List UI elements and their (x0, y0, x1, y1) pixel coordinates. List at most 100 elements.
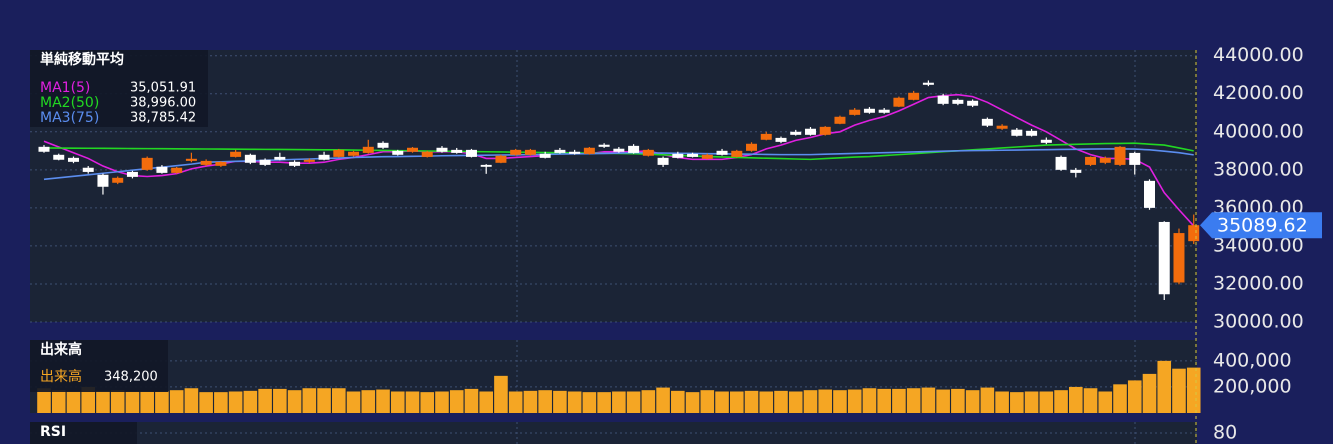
candle-body (259, 159, 271, 165)
candle-body (1158, 221, 1170, 295)
y-tick-label: 40000.00 (1213, 120, 1304, 142)
candle-body (760, 133, 772, 140)
y-tick-label: 80 (1213, 422, 1237, 444)
volume-bar (1083, 388, 1098, 413)
volume-bar (597, 392, 611, 413)
candle-body (82, 167, 94, 172)
volume-bar (125, 391, 140, 413)
legend-value: 348,200 (104, 370, 158, 385)
candle-body (465, 149, 477, 157)
candle-body (746, 143, 758, 151)
candle-body (392, 150, 404, 155)
volume-bar (1186, 367, 1201, 413)
candle-body (1099, 157, 1111, 163)
volume-bar (538, 390, 552, 413)
candle-body (908, 92, 920, 100)
last-price-label: 35089.62 (1217, 215, 1308, 237)
volume-bar (317, 388, 331, 413)
volume-bar (744, 390, 759, 413)
volume-bar (862, 388, 877, 413)
candle-body (804, 128, 816, 135)
candle-body (613, 148, 625, 152)
volume-bar (1172, 368, 1186, 413)
volume-bar (464, 388, 479, 413)
legend-name: MA1(5) (40, 80, 90, 96)
volume-bar (420, 392, 435, 413)
legend-box (30, 340, 168, 392)
legend-box (30, 422, 137, 444)
candle-body (731, 150, 743, 157)
last-price-tag (1200, 212, 1322, 239)
legend-name: 出来高 (40, 368, 82, 385)
volume-bar (140, 391, 154, 413)
legend-name: MA2(50) (40, 95, 99, 111)
candle-body (97, 174, 109, 187)
candle-body (996, 125, 1008, 129)
volume-bar (892, 388, 906, 413)
candle-body (215, 161, 227, 166)
y-tick-label: 32000.00 (1213, 272, 1304, 294)
volume-bar (110, 390, 125, 413)
candle-body (480, 164, 492, 167)
panel (30, 50, 1197, 322)
candle-body (274, 156, 286, 160)
volume-bar (553, 390, 567, 413)
volume-bar (1157, 360, 1172, 413)
volume-bar (155, 391, 169, 413)
candle-body (863, 108, 875, 113)
legend-name: MA3(75) (40, 110, 99, 126)
legend-box (30, 50, 208, 127)
volume-bar (671, 390, 685, 413)
candle-body (333, 149, 345, 157)
volume-bar (494, 375, 508, 413)
candle-body (554, 149, 566, 153)
volume-bar (243, 390, 258, 413)
candle-body (289, 161, 301, 166)
panel-title: RSI (40, 424, 66, 440)
volume-bar (567, 391, 582, 413)
volume-bar (759, 391, 774, 413)
candle-body (775, 137, 787, 142)
legend-value: 35,051.91 (130, 81, 196, 96)
volume-bar (199, 392, 213, 413)
volume-bar (1054, 390, 1068, 413)
panels: 30000.0032000.0034000.0036000.0038000.00… (30, 44, 1322, 444)
volume-bar (1024, 391, 1039, 413)
candle-body (1188, 225, 1200, 242)
volume-bar (1142, 373, 1157, 413)
candle-body (1055, 156, 1067, 170)
volume-bar (376, 389, 390, 413)
candle-body (303, 159, 315, 162)
volume-bar (685, 392, 700, 413)
volume-bar (81, 386, 96, 413)
y-tick-label: 44000.00 (1213, 44, 1304, 66)
volume-bar (1069, 386, 1083, 413)
volume-bar (346, 391, 361, 413)
volume-bar (774, 390, 788, 413)
volume-bar (729, 391, 744, 413)
volume-bar (641, 390, 656, 413)
y-tick-label: 42000.00 (1213, 82, 1304, 104)
volume-bar (818, 389, 833, 413)
candle-body (1114, 146, 1126, 165)
candle-body (171, 167, 183, 173)
candle-body (967, 100, 979, 106)
volume-bar (523, 390, 538, 413)
volume-bar (1127, 380, 1142, 413)
candle-body (38, 146, 50, 152)
candle-body (672, 153, 684, 158)
volume-bar (847, 389, 862, 413)
panel (30, 422, 1197, 444)
volume-bar (833, 390, 847, 413)
legend-value: 38,785.42 (130, 111, 196, 126)
volume-bar (906, 388, 921, 413)
candle-body (53, 154, 65, 160)
volume-bar (479, 391, 493, 413)
volume-bar (788, 391, 803, 413)
candle-body (1040, 139, 1052, 143)
candle-body (716, 150, 728, 155)
volume-bar (51, 390, 66, 413)
candle-body (583, 147, 595, 154)
